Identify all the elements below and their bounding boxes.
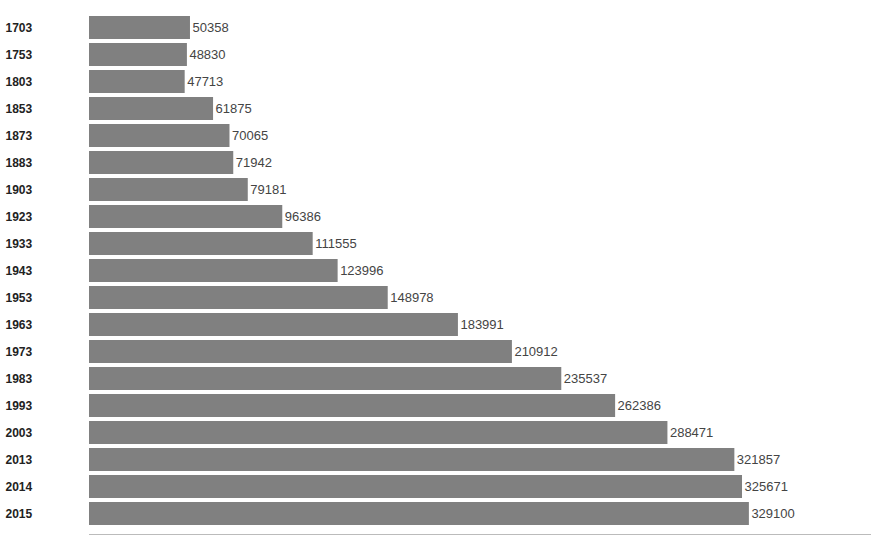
svg-text:123996: 123996: [340, 263, 383, 278]
svg-text:111555: 111555: [315, 236, 356, 251]
svg-text:1963: 1963: [6, 318, 33, 332]
svg-text:2013: 2013: [6, 453, 33, 467]
svg-text:321857: 321857: [737, 452, 780, 467]
svg-text:79181: 79181: [250, 182, 286, 197]
svg-text:1883: 1883: [6, 156, 33, 170]
svg-text:1953: 1953: [6, 291, 33, 305]
svg-text:48830: 48830: [189, 47, 225, 62]
svg-text:1923: 1923: [6, 210, 33, 224]
svg-text:50358: 50358: [192, 20, 228, 35]
svg-text:1753: 1753: [6, 48, 33, 62]
svg-text:235537: 235537: [564, 371, 607, 386]
svg-text:71942: 71942: [236, 155, 272, 170]
svg-text:1993: 1993: [6, 399, 33, 413]
svg-text:70065: 70065: [232, 128, 268, 143]
svg-text:210912: 210912: [514, 344, 557, 359]
svg-text:96386: 96386: [285, 209, 321, 224]
svg-text:288471: 288471: [670, 425, 713, 440]
svg-text:2003: 2003: [6, 426, 33, 440]
svg-text:329100: 329100: [751, 506, 794, 521]
svg-text:1873: 1873: [6, 129, 33, 143]
svg-text:325671: 325671: [745, 479, 788, 494]
svg-text:148978: 148978: [390, 290, 433, 305]
svg-text:1853: 1853: [6, 102, 33, 116]
svg-text:61875: 61875: [216, 101, 252, 116]
svg-text:1943: 1943: [6, 264, 33, 278]
svg-text:183991: 183991: [460, 317, 503, 332]
svg-text:47713: 47713: [187, 74, 223, 89]
svg-text:1703: 1703: [6, 21, 33, 35]
svg-text:1933: 1933: [6, 237, 33, 251]
svg-text:1973: 1973: [6, 345, 33, 359]
svg-text:1903: 1903: [6, 183, 33, 197]
svg-text:2015: 2015: [6, 507, 33, 521]
svg-text:1983: 1983: [6, 372, 33, 386]
svg-text:1803: 1803: [6, 75, 33, 89]
svg-text:2014: 2014: [6, 480, 33, 494]
svg-text:262386: 262386: [618, 398, 661, 413]
